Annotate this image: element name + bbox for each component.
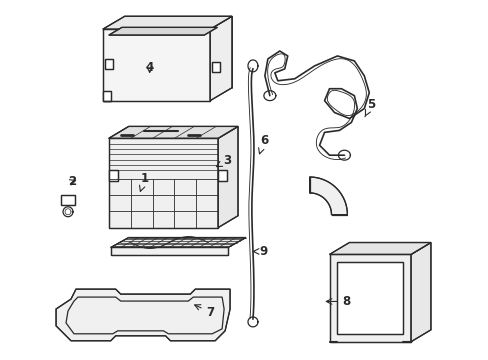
Text: 4: 4 [145,61,154,74]
Polygon shape [309,177,346,215]
Text: 6: 6 [258,134,267,154]
Polygon shape [111,247,227,255]
Polygon shape [111,238,245,247]
Polygon shape [108,126,238,138]
Polygon shape [329,255,410,342]
Polygon shape [410,243,430,342]
Polygon shape [218,126,238,228]
Polygon shape [102,29,210,100]
Polygon shape [210,16,232,100]
Polygon shape [61,195,75,205]
Polygon shape [329,243,430,255]
Polygon shape [212,62,220,72]
Polygon shape [337,262,402,334]
Polygon shape [102,16,232,29]
Text: 2: 2 [68,175,76,188]
Polygon shape [108,138,218,228]
Polygon shape [56,289,230,341]
Text: 3: 3 [216,154,231,167]
Polygon shape [102,91,111,100]
Text: 1: 1 [139,172,148,191]
Text: 5: 5 [364,99,374,117]
Polygon shape [104,59,113,69]
Text: 7: 7 [194,305,214,319]
Polygon shape [108,27,217,35]
Text: 9: 9 [253,245,267,258]
Polygon shape [218,170,226,181]
Polygon shape [108,170,118,181]
Text: 8: 8 [325,295,350,308]
